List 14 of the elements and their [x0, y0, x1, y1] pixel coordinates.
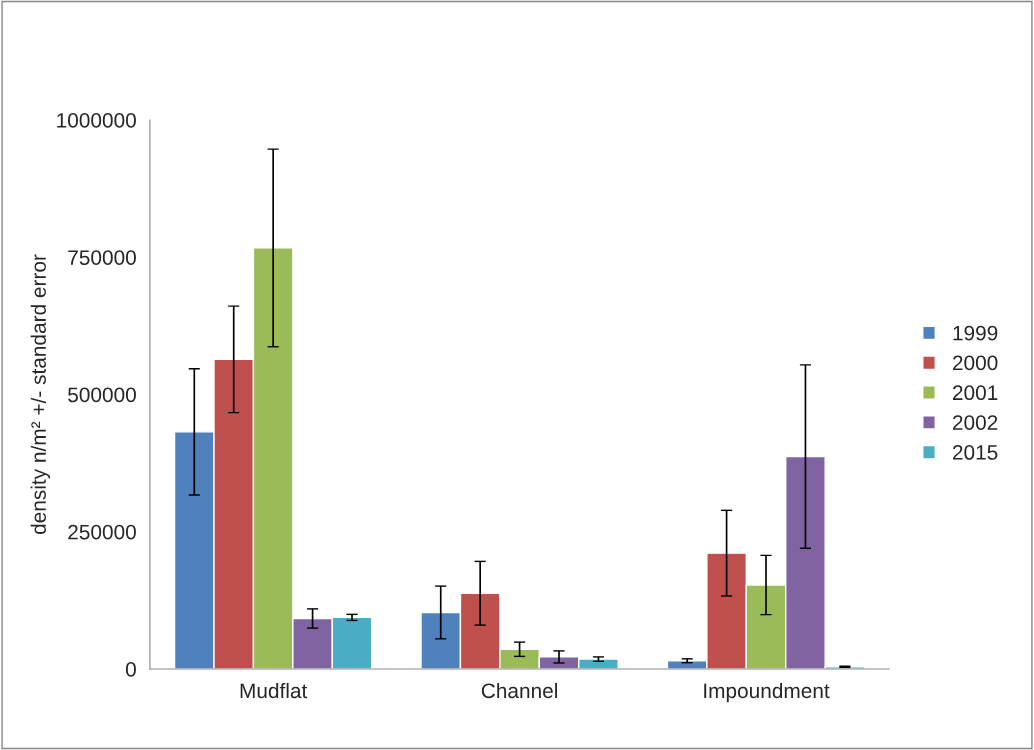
legend-label: 2000: [952, 355, 998, 371]
y-axis-title: density n/m² +/- standard error: [30, 254, 51, 535]
legend-label: 2002: [952, 415, 998, 430]
y-tick-label: 750000: [68, 250, 136, 265]
y-tick-label: 1000000: [57, 113, 136, 128]
x-tick-label: Mudflat: [240, 682, 308, 699]
y-tick-label: 500000: [68, 387, 136, 403]
y-tick-label: 250000: [68, 524, 136, 540]
legend-label: 2015: [952, 445, 998, 460]
legend-label: 2001: [952, 385, 998, 401]
x-tick-label: Impoundment: [704, 682, 830, 703]
y-tick-label: 0: [125, 662, 136, 677]
legend-label: 1999: [953, 325, 998, 341]
x-tick-label: Channel: [481, 682, 557, 699]
